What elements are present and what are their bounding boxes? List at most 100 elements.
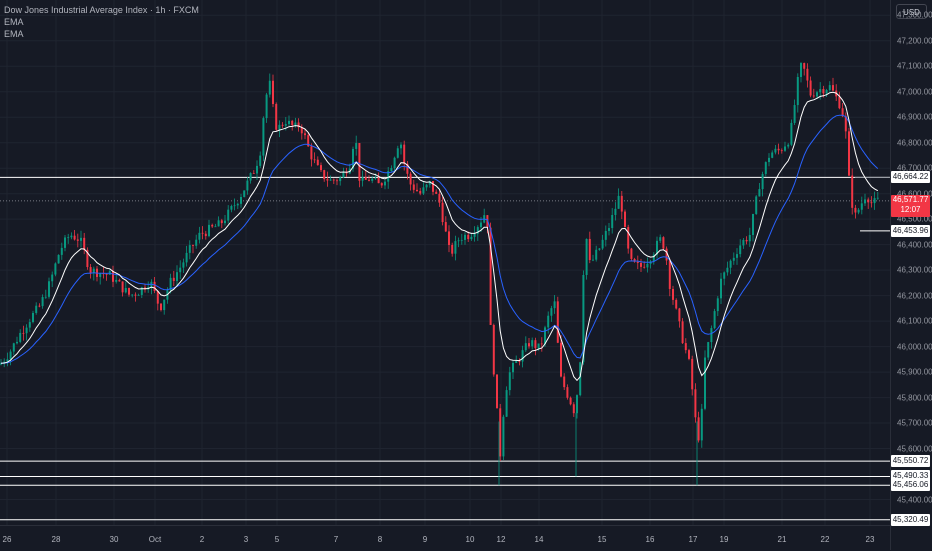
candle-body: [556, 301, 559, 343]
candle-body: [566, 387, 569, 398]
candle-body: [22, 332, 25, 334]
candle-body: [179, 267, 182, 273]
candle-body: [403, 144, 406, 164]
candle-body: [406, 163, 409, 174]
candle-body: [371, 178, 374, 181]
candle-body: [864, 199, 866, 204]
candle-body: [134, 294, 137, 296]
price-level-label: 45,550.72: [891, 455, 930, 468]
ema-legend-2[interactable]: EMA: [4, 29, 24, 39]
time-tick-label: 17: [688, 535, 698, 544]
candle-body: [70, 235, 73, 238]
candle-body: [220, 220, 223, 224]
time-axis[interactable]: [0, 525, 890, 551]
candle-body: [438, 193, 441, 203]
candle-body: [668, 260, 671, 289]
time-tick-label: 12: [496, 535, 506, 544]
candle-body: [339, 177, 342, 182]
candle-body: [704, 357, 706, 409]
price-tick-label: 46,500.00: [897, 214, 932, 224]
candle-body: [467, 234, 470, 240]
candle-body: [57, 254, 60, 264]
price-tick-label: 46,300.00: [897, 265, 932, 275]
horizontal-levels: [0, 176, 890, 521]
candle-body: [752, 214, 754, 235]
candle-body: [761, 173, 764, 190]
candle-body: [764, 162, 767, 174]
candle-body: [99, 273, 102, 277]
candle-body: [492, 325, 495, 375]
candle-body: [620, 195, 623, 212]
candle-body: [742, 239, 745, 246]
candle-body: [44, 296, 47, 298]
candle-body: [592, 259, 594, 261]
candle-body: [697, 417, 700, 441]
candle-body: [211, 224, 214, 227]
candle-body: [550, 308, 553, 316]
candle-body: [176, 272, 178, 281]
candle-body: [400, 144, 402, 149]
price-scale[interactable]: [890, 0, 932, 550]
candle-body: [534, 340, 537, 349]
candle-body: [710, 328, 713, 343]
candle-body: [582, 274, 585, 363]
candle-body: [198, 232, 201, 240]
candle-body: [787, 144, 790, 147]
candle-body: [0, 363, 2, 365]
price-tick-label: 45,900.00: [897, 367, 932, 377]
price-tick-label: 46,100.00: [897, 316, 932, 326]
candle-body: [499, 408, 502, 457]
currency-button[interactable]: USD: [896, 4, 927, 19]
price-tick-label: 46,000.00: [897, 342, 932, 352]
candle-body: [16, 341, 18, 344]
candle-body: [713, 311, 716, 329]
candle-body: [867, 199, 870, 203]
time-tick-label: 2: [199, 535, 205, 544]
candle-body: [716, 298, 719, 312]
price-tick-label: 46,600.00: [897, 189, 932, 199]
candle-body: [528, 343, 530, 347]
candle-body: [64, 237, 66, 248]
candle-body: [412, 184, 415, 190]
candle-body: [608, 228, 610, 231]
candle-body: [195, 239, 198, 246]
candle-body: [358, 143, 361, 181]
price-chart[interactable]: [0, 0, 890, 525]
candle-body: [102, 273, 105, 275]
candle-body: [19, 332, 22, 342]
candle-body: [409, 173, 412, 185]
price-tick-label: 45,700.00: [897, 418, 932, 428]
candle-body: [822, 89, 825, 94]
time-tick-label: 15: [597, 535, 607, 544]
price-level-label: 46,453.96: [891, 224, 930, 237]
candle-body: [128, 287, 130, 295]
candle-body: [729, 260, 732, 268]
time-tick-label: 21: [777, 535, 787, 544]
candle-body: [51, 274, 54, 282]
candle-body: [470, 236, 473, 240]
candle-body: [854, 207, 857, 213]
candle-body: [656, 240, 658, 255]
candle-body: [387, 171, 390, 182]
candle-body: [380, 183, 383, 186]
time-tick-label: 30: [109, 535, 119, 544]
ema-legend-1[interactable]: EMA: [4, 17, 24, 27]
candle-body: [140, 287, 143, 295]
candle-body: [425, 184, 428, 188]
candle-body: [48, 281, 50, 297]
symbol-legend[interactable]: Dow Jones Industrial Average Index · 1h …: [4, 5, 199, 15]
candle-body: [352, 148, 354, 169]
candle-body: [793, 105, 796, 123]
chart-pane[interactable]: Dow Jones Industrial Average Index · 1h …: [0, 0, 890, 525]
candle-body: [188, 245, 191, 253]
candle-body: [230, 206, 233, 210]
candle-body: [633, 258, 636, 262]
candle-body: [329, 179, 332, 181]
candle-body: [832, 85, 834, 91]
time-tick-label: 22: [820, 535, 830, 544]
candle-body: [745, 239, 748, 242]
candle-body: [611, 214, 614, 229]
current-price-value: 46,571.77: [892, 194, 929, 204]
candle-body: [67, 237, 70, 239]
candle-body: [502, 416, 505, 457]
